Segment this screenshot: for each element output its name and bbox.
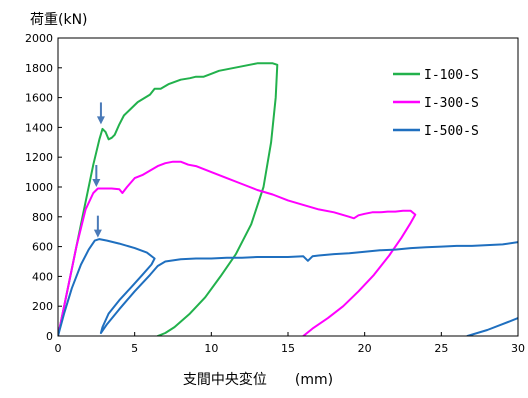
y-tick-label: 800 [32, 211, 53, 224]
x-tick-label: 15 [281, 342, 295, 355]
series-line-i-300-s [58, 160, 417, 336]
x-tick-label: 25 [434, 342, 448, 355]
x-axis-title: 支間中央変位 (mm) [183, 371, 333, 388]
legend-label: I-300-S [424, 96, 479, 111]
legend-label: I-500-S [424, 124, 479, 139]
x-tick-label: 10 [204, 342, 218, 355]
y-tick-label: 200 [32, 300, 53, 313]
series-line-unloading-tail [466, 317, 518, 336]
y-tick-label: 1200 [25, 151, 53, 164]
y-axis-title: 荷重(kN) [30, 12, 88, 28]
legend-item-i-100-s: I-100-S [393, 68, 479, 83]
y-tick-label: 1000 [25, 181, 53, 194]
legend: I-100-S I-300-S I-500-S [393, 68, 479, 139]
y-tick-label: 2000 [25, 32, 53, 45]
y-tick-label: 400 [32, 270, 53, 283]
x-tick-label: 0 [55, 342, 62, 355]
series-line-i-500-s [58, 238, 518, 336]
legend-item-i-300-s: I-300-S [393, 96, 479, 111]
x-tick-label: 20 [358, 342, 372, 355]
x-tick-label: 30 [511, 342, 525, 355]
y-tick-label: 1400 [25, 121, 53, 134]
y-tick-label: 1600 [25, 92, 53, 105]
x-tick-label: 5 [131, 342, 138, 355]
series-line-i-100-s [58, 62, 279, 336]
plot-area [57, 37, 519, 337]
legend-item-i-500-s: I-500-S [393, 124, 479, 139]
y-tick-label: 600 [32, 241, 53, 254]
legend-label: I-100-S [424, 68, 479, 83]
peak-arrow-icon [92, 165, 101, 187]
peak-arrow-icon [96, 102, 105, 125]
y-tick-label: 0 [46, 330, 53, 343]
y-tick-label: 1800 [25, 62, 53, 75]
peak-arrow-icon [93, 215, 102, 238]
